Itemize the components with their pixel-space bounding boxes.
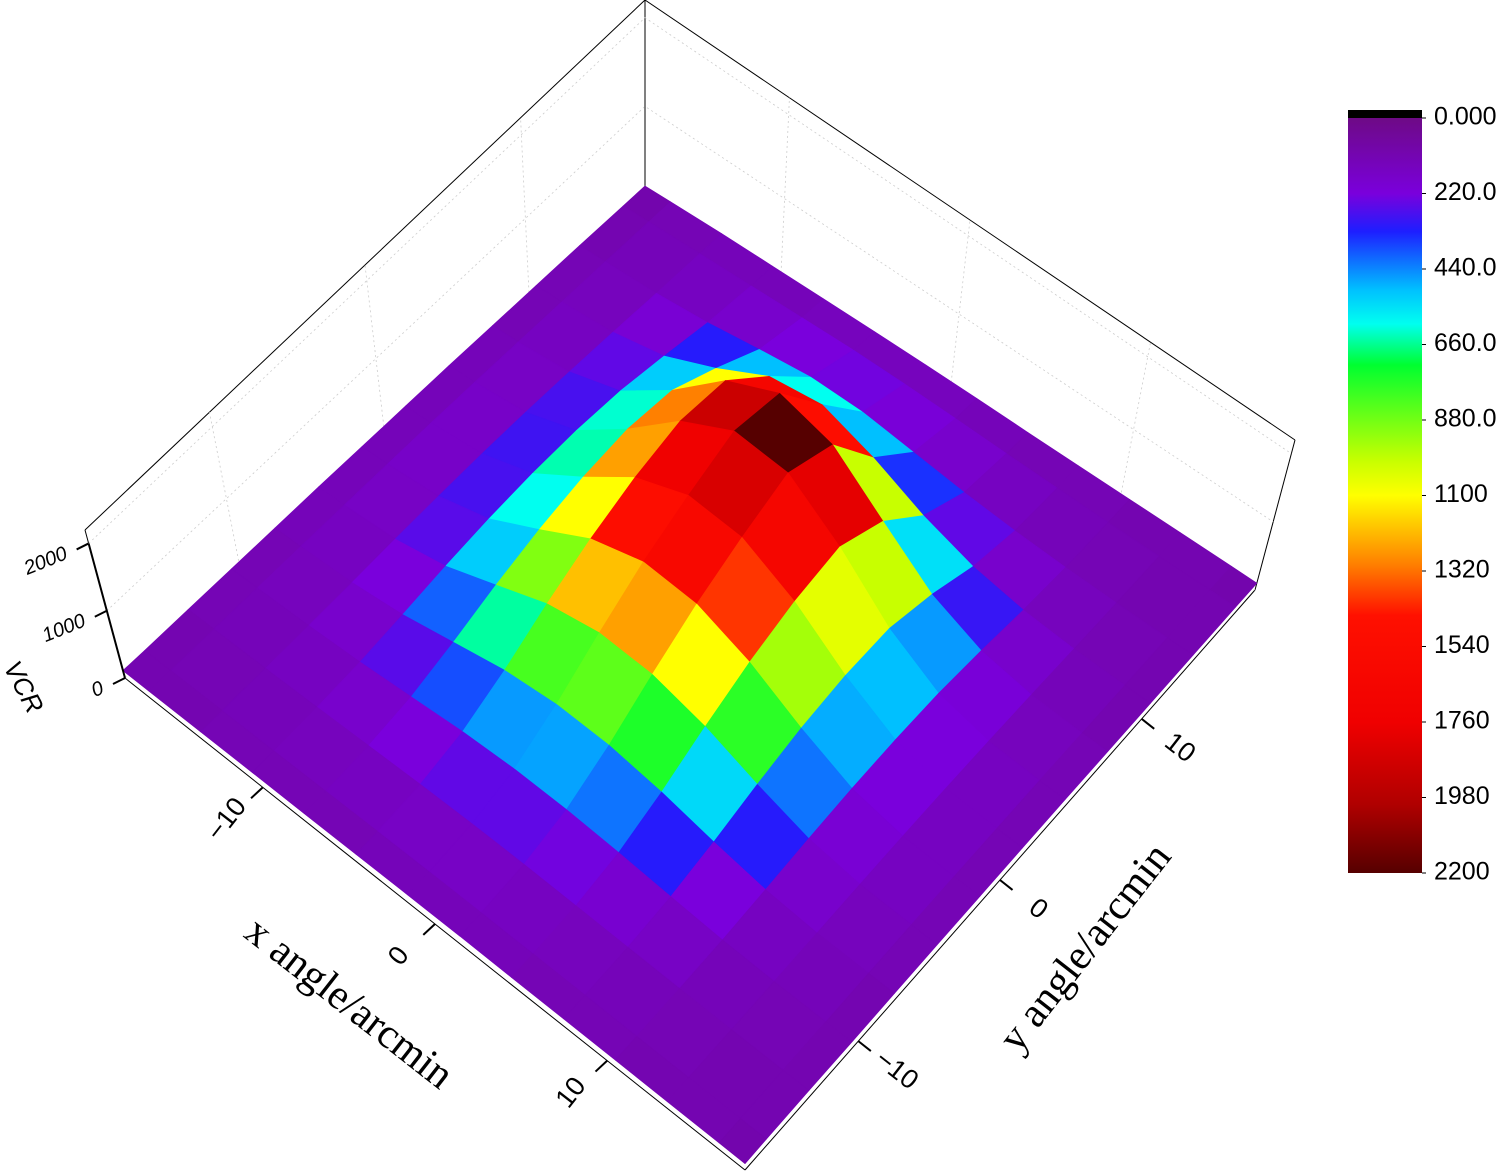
y-tick xyxy=(1141,718,1155,730)
grid-line xyxy=(780,97,790,283)
colorbar-tick-label: 1540 xyxy=(1434,631,1490,659)
y-tick-label: 0 xyxy=(1024,892,1054,925)
grid-line xyxy=(364,264,386,437)
surface-patch xyxy=(718,1118,767,1164)
x-tick xyxy=(250,786,264,799)
y-tick-label: 10 xyxy=(1159,726,1201,768)
colorbar-tick-label: 440.0 xyxy=(1434,254,1497,282)
surface xyxy=(122,185,1258,1164)
box-edge xyxy=(84,0,646,531)
colorbar-tick-label: 880.0 xyxy=(1434,405,1497,433)
colorbar-tick-label: 220.0 xyxy=(1434,178,1497,206)
box-edge xyxy=(644,0,1296,441)
y-axis-title: y angle/arcmin xyxy=(990,835,1181,1061)
z-tick xyxy=(76,542,90,551)
z-tick xyxy=(94,609,108,618)
grid-line xyxy=(106,105,1274,612)
colorbar-tick-label: 1980 xyxy=(1434,782,1490,810)
z-tick-label: 2000 xyxy=(20,543,70,580)
y-tick xyxy=(999,879,1014,891)
colorbar-tick-label: 660.0 xyxy=(1434,329,1497,357)
x-axis-title: x angle/arcmin xyxy=(236,908,462,1099)
grid-line xyxy=(520,117,530,303)
box-edge xyxy=(1254,439,1296,591)
z-axis-title: VCR xyxy=(0,656,50,719)
colorbar-tick-label: 1100 xyxy=(1434,480,1488,508)
grid-line xyxy=(1119,342,1151,503)
colorbar-tick-label: 1760 xyxy=(1434,707,1490,735)
colorbar-tick-label: 0.000 xyxy=(1434,103,1497,131)
axes xyxy=(76,542,1155,1073)
x-tick-label: −10 xyxy=(200,792,252,847)
grid-line xyxy=(209,412,241,571)
colorbar-tick-label: 2200 xyxy=(1434,858,1490,886)
grid-line xyxy=(949,219,971,393)
y-tick xyxy=(857,1040,872,1052)
z-tick xyxy=(112,677,126,685)
colorbar-cap xyxy=(1348,110,1422,118)
z-tick-label: 1000 xyxy=(39,610,89,647)
z-tick-label: 0 xyxy=(88,677,107,702)
grid-line xyxy=(88,17,1292,544)
colorbar xyxy=(1348,118,1422,873)
colorbar-tick-label: 1320 xyxy=(1434,556,1490,584)
x-tick xyxy=(422,923,436,936)
x-tick-label: 0 xyxy=(382,940,415,970)
x-tick-label: 10 xyxy=(550,1071,592,1113)
x-tick xyxy=(594,1059,608,1073)
y-tick-label: −10 xyxy=(870,1044,925,1096)
